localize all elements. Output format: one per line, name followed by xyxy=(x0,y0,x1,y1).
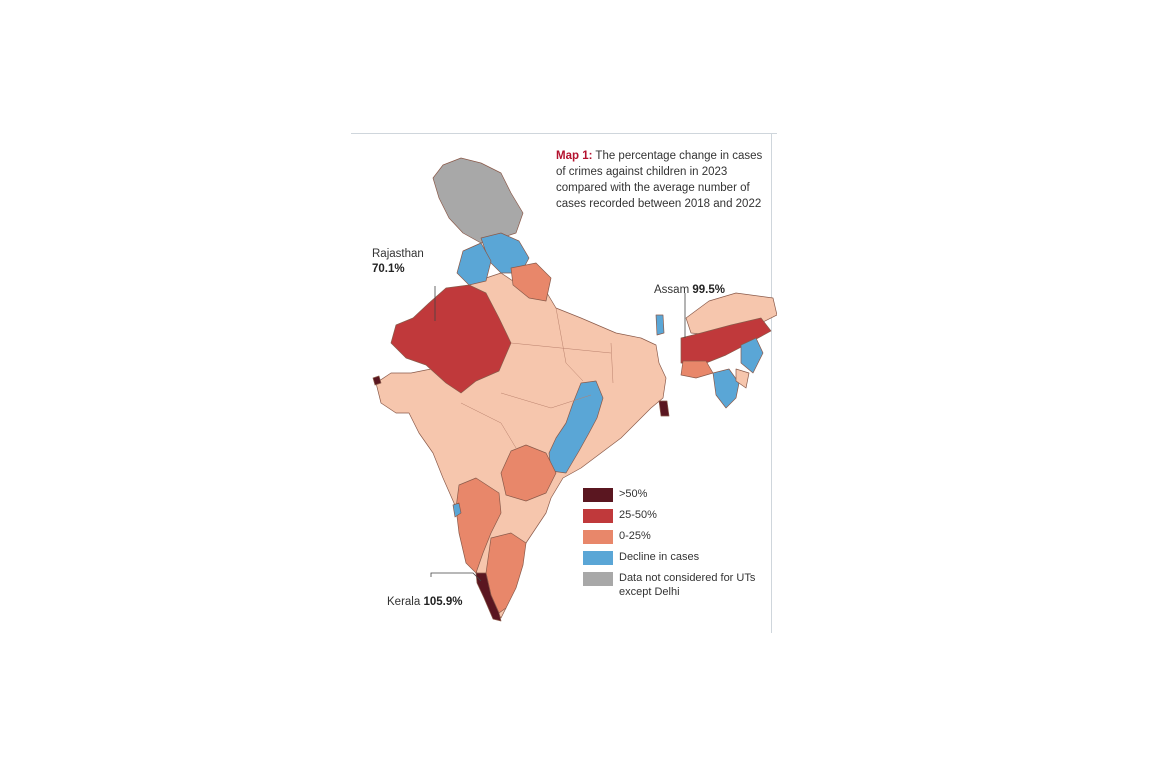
legend-item: Decline in cases xyxy=(583,550,769,565)
callout-kerala: Kerala 105.9% xyxy=(387,595,462,610)
legend-swatch xyxy=(583,509,613,523)
callout-rajasthan: Rajasthan 70.1% xyxy=(372,247,424,277)
region-meghalaya xyxy=(680,360,714,379)
legend-swatch xyxy=(583,551,613,565)
legend-item: 25-50% xyxy=(583,508,769,523)
right-rule xyxy=(771,133,772,633)
legend-label: 25-50% xyxy=(619,509,657,521)
legend-swatch xyxy=(583,530,613,544)
region-karnataka xyxy=(455,477,502,574)
callout-rajasthan-name: Rajasthan xyxy=(372,248,424,260)
legend-item: 0-25% xyxy=(583,529,769,544)
legend-label: >50% xyxy=(619,488,648,500)
map-caption: Map 1: The percentage change in cases of… xyxy=(556,148,768,212)
legend-label: 0-25% xyxy=(619,530,651,542)
region-wb-tip xyxy=(658,400,670,417)
region-kutch-tip xyxy=(372,375,382,386)
legend-swatch xyxy=(583,572,613,586)
top-rule xyxy=(351,133,777,134)
callout-assam-value: 99.5% xyxy=(692,284,725,296)
region-goa xyxy=(452,502,462,518)
india-map xyxy=(372,157,777,622)
callout-kerala-value: 105.9% xyxy=(423,596,463,608)
region-punjab xyxy=(456,242,492,286)
callout-rajasthan-value: 70.1% xyxy=(372,263,405,275)
region-uttarakhand xyxy=(510,262,552,302)
region-telangana xyxy=(500,444,557,502)
caption-text: The percentage change in cases of crimes… xyxy=(556,150,763,210)
legend-label: Data not considered for UTs except Delhi xyxy=(619,572,756,598)
region-nagaland-manipur xyxy=(740,337,764,374)
callout-assam: Assam 99.5% xyxy=(654,283,725,298)
legend-swatch xyxy=(583,488,613,502)
caption-lead: Map 1: xyxy=(556,150,593,162)
map-legend: >50% 25-50% 0-25% Decline in cases Data … xyxy=(583,487,769,605)
region-chhattisgarh xyxy=(548,380,604,474)
region-jk xyxy=(432,157,524,244)
region-mizoram xyxy=(712,368,740,409)
legend-label: Decline in cases xyxy=(619,551,700,563)
region-mizoram-low xyxy=(735,368,750,389)
region-sikkim xyxy=(655,314,665,336)
region-kerala xyxy=(475,572,502,622)
legend-item: Data not considered for UTs except Delhi xyxy=(583,571,769,599)
callout-assam-name: Assam xyxy=(654,284,690,296)
legend-item: >50% xyxy=(583,487,769,502)
region-rajasthan xyxy=(390,284,512,394)
callout-kerala-name: Kerala xyxy=(387,596,421,608)
kerala-leader xyxy=(430,572,482,582)
